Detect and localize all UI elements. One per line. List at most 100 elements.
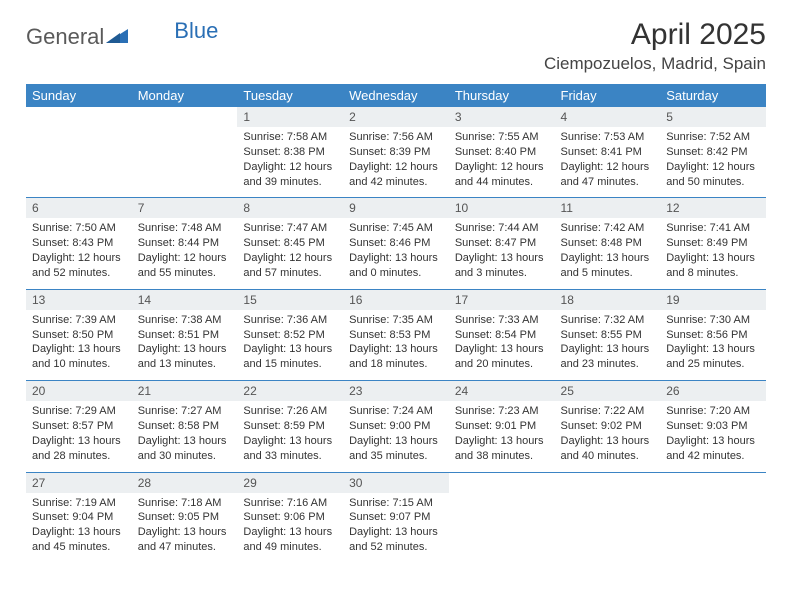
day-number: 25 <box>555 381 661 401</box>
day-number: 9 <box>343 198 449 218</box>
day-number: 26 <box>660 381 766 401</box>
sunset-line: Sunset: 9:02 PM <box>561 419 655 434</box>
day-content: Sunrise: 7:19 AMSunset: 9:04 PMDaylight:… <box>26 493 132 563</box>
brand-part2: Blue <box>174 18 218 44</box>
daylight-line: Daylight: 12 hours and 39 minutes. <box>243 160 337 190</box>
sunset-line: Sunset: 8:49 PM <box>666 236 760 251</box>
sunrise-line: Sunrise: 7:15 AM <box>349 496 443 511</box>
day-content: Sunrise: 7:39 AMSunset: 8:50 PMDaylight:… <box>26 310 132 381</box>
sunrise-line: Sunrise: 7:48 AM <box>138 221 232 236</box>
day-number: 11 <box>555 198 661 218</box>
dow-row: Sunday Monday Tuesday Wednesday Thursday… <box>26 84 766 107</box>
daylight-line: Daylight: 13 hours and 13 minutes. <box>138 342 232 372</box>
calendar-table: Sunday Monday Tuesday Wednesday Thursday… <box>26 84 766 563</box>
daylight-line: Daylight: 13 hours and 42 minutes. <box>666 434 760 464</box>
sunset-line: Sunset: 8:52 PM <box>243 328 337 343</box>
day-content: Sunrise: 7:41 AMSunset: 8:49 PMDaylight:… <box>660 218 766 289</box>
sunset-line: Sunset: 8:38 PM <box>243 145 337 160</box>
sunrise-line: Sunrise: 7:58 AM <box>243 130 337 145</box>
sunset-line: Sunset: 8:53 PM <box>349 328 443 343</box>
daynum-row: 13141516171819 <box>26 290 766 310</box>
day-number: 29 <box>237 473 343 493</box>
sunrise-line: Sunrise: 7:39 AM <box>32 313 126 328</box>
sunrise-line: Sunrise: 7:30 AM <box>666 313 760 328</box>
daylight-line: Daylight: 12 hours and 47 minutes. <box>561 160 655 190</box>
dow-tuesday: Tuesday <box>237 84 343 107</box>
daycontent-row: Sunrise: 7:50 AMSunset: 8:43 PMDaylight:… <box>26 218 766 289</box>
sunrise-line: Sunrise: 7:22 AM <box>561 404 655 419</box>
daylight-line: Daylight: 13 hours and 20 minutes. <box>455 342 549 372</box>
day-number: 16 <box>343 290 449 310</box>
day-content: Sunrise: 7:58 AMSunset: 8:38 PMDaylight:… <box>237 127 343 198</box>
sunrise-line: Sunrise: 7:19 AM <box>32 496 126 511</box>
sunrise-line: Sunrise: 7:24 AM <box>349 404 443 419</box>
daylight-line: Daylight: 13 hours and 47 minutes. <box>138 525 232 555</box>
day-content: Sunrise: 7:27 AMSunset: 8:58 PMDaylight:… <box>132 401 238 472</box>
empty-day <box>26 107 132 127</box>
sunrise-line: Sunrise: 7:27 AM <box>138 404 232 419</box>
day-number: 2 <box>343 107 449 127</box>
location-label: Ciempozuelos, Madrid, Spain <box>544 54 766 74</box>
empty-day <box>660 473 766 493</box>
day-content: Sunrise: 7:26 AMSunset: 8:59 PMDaylight:… <box>237 401 343 472</box>
daynum-row: 20212223242526 <box>26 381 766 401</box>
day-number: 22 <box>237 381 343 401</box>
sunset-line: Sunset: 8:45 PM <box>243 236 337 251</box>
empty-day-content <box>449 493 555 563</box>
dow-thursday: Thursday <box>449 84 555 107</box>
day-number: 10 <box>449 198 555 218</box>
sunset-line: Sunset: 9:06 PM <box>243 510 337 525</box>
sunrise-line: Sunrise: 7:18 AM <box>138 496 232 511</box>
dow-friday: Friday <box>555 84 661 107</box>
day-content: Sunrise: 7:45 AMSunset: 8:46 PMDaylight:… <box>343 218 449 289</box>
daylight-line: Daylight: 13 hours and 52 minutes. <box>349 525 443 555</box>
daylight-line: Daylight: 13 hours and 5 minutes. <box>561 251 655 281</box>
daylight-line: Daylight: 13 hours and 45 minutes. <box>32 525 126 555</box>
daylight-line: Daylight: 13 hours and 35 minutes. <box>349 434 443 464</box>
day-content: Sunrise: 7:36 AMSunset: 8:52 PMDaylight:… <box>237 310 343 381</box>
sunset-line: Sunset: 8:48 PM <box>561 236 655 251</box>
day-content: Sunrise: 7:42 AMSunset: 8:48 PMDaylight:… <box>555 218 661 289</box>
daylight-line: Daylight: 13 hours and 0 minutes. <box>349 251 443 281</box>
daylight-line: Daylight: 12 hours and 55 minutes. <box>138 251 232 281</box>
empty-day <box>132 107 238 127</box>
empty-day <box>555 473 661 493</box>
sunset-line: Sunset: 8:56 PM <box>666 328 760 343</box>
sunset-line: Sunset: 8:47 PM <box>455 236 549 251</box>
dow-sunday: Sunday <box>26 84 132 107</box>
daylight-line: Daylight: 12 hours and 52 minutes. <box>32 251 126 281</box>
day-content: Sunrise: 7:23 AMSunset: 9:01 PMDaylight:… <box>449 401 555 472</box>
day-number: 23 <box>343 381 449 401</box>
sunrise-line: Sunrise: 7:35 AM <box>349 313 443 328</box>
sunrise-line: Sunrise: 7:16 AM <box>243 496 337 511</box>
daynum-row: 27282930 <box>26 473 766 493</box>
day-number: 15 <box>237 290 343 310</box>
day-number: 27 <box>26 473 132 493</box>
sunset-line: Sunset: 8:50 PM <box>32 328 126 343</box>
day-content: Sunrise: 7:50 AMSunset: 8:43 PMDaylight:… <box>26 218 132 289</box>
brand-part1: General <box>26 24 104 50</box>
sunset-line: Sunset: 8:58 PM <box>138 419 232 434</box>
sunrise-line: Sunrise: 7:56 AM <box>349 130 443 145</box>
sunset-line: Sunset: 8:44 PM <box>138 236 232 251</box>
day-number: 20 <box>26 381 132 401</box>
sunrise-line: Sunrise: 7:23 AM <box>455 404 549 419</box>
day-content: Sunrise: 7:56 AMSunset: 8:39 PMDaylight:… <box>343 127 449 198</box>
day-content: Sunrise: 7:16 AMSunset: 9:06 PMDaylight:… <box>237 493 343 563</box>
day-content: Sunrise: 7:30 AMSunset: 8:56 PMDaylight:… <box>660 310 766 381</box>
day-content: Sunrise: 7:15 AMSunset: 9:07 PMDaylight:… <box>343 493 449 563</box>
daylight-line: Daylight: 13 hours and 38 minutes. <box>455 434 549 464</box>
day-content: Sunrise: 7:32 AMSunset: 8:55 PMDaylight:… <box>555 310 661 381</box>
daylight-line: Daylight: 13 hours and 3 minutes. <box>455 251 549 281</box>
daycontent-row: Sunrise: 7:58 AMSunset: 8:38 PMDaylight:… <box>26 127 766 198</box>
sunset-line: Sunset: 8:41 PM <box>561 145 655 160</box>
daycontent-row: Sunrise: 7:19 AMSunset: 9:04 PMDaylight:… <box>26 493 766 563</box>
day-content: Sunrise: 7:44 AMSunset: 8:47 PMDaylight:… <box>449 218 555 289</box>
sunset-line: Sunset: 8:43 PM <box>32 236 126 251</box>
sunrise-line: Sunrise: 7:38 AM <box>138 313 232 328</box>
sunset-line: Sunset: 8:55 PM <box>561 328 655 343</box>
sunrise-line: Sunrise: 7:45 AM <box>349 221 443 236</box>
sunset-line: Sunset: 8:42 PM <box>666 145 760 160</box>
sunset-line: Sunset: 8:40 PM <box>455 145 549 160</box>
daylight-line: Daylight: 13 hours and 25 minutes. <box>666 342 760 372</box>
